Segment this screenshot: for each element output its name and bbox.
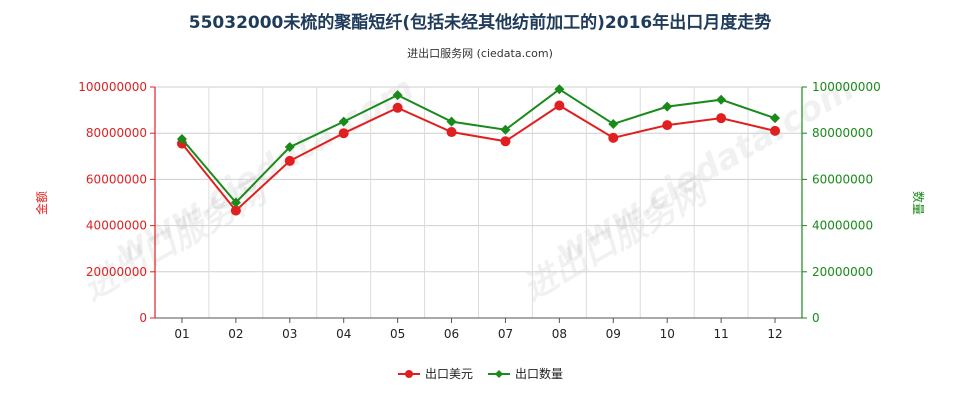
y-axis-left-title: 金额 [34, 191, 49, 215]
series-line-1 [181, 88, 776, 204]
series-1-point-7 [554, 84, 565, 95]
x-tick-label-11: 12 [767, 327, 782, 341]
x-tick-label-6: 07 [498, 327, 513, 341]
y-left-tick-label-5: 100000000 [78, 80, 147, 94]
axis-layer: 0 20000000 40000000 60000000 80000000 1000000… [34, 80, 926, 341]
series-0-point-6 [500, 136, 511, 147]
chart-subtitle: 进出口服务网 (ciedata.com) [407, 46, 553, 60]
y-left-tick-label-4: 80000000 [86, 126, 147, 140]
series-line-0 [181, 104, 776, 213]
legend-marker-0 [405, 370, 413, 378]
legend-item-1: 出口数量 [488, 366, 563, 381]
y-right-tick-label-5: 100000000 [812, 80, 881, 94]
series-0-point-3 [338, 128, 349, 139]
x-tick-label-8: 09 [606, 327, 621, 341]
series-0-point-2 [284, 155, 295, 166]
series-1-point-3 [338, 116, 349, 127]
x-tick-label-10: 11 [713, 327, 728, 341]
x-tick-label-0: 01 [174, 327, 189, 341]
y-left-tick-label-2: 40000000 [86, 219, 147, 233]
series-1-point-9 [662, 101, 673, 112]
y-right-tick-label-0: 0 [812, 311, 820, 325]
legend-label-1: 出口数量 [515, 366, 563, 381]
series-1-point-1 [230, 197, 241, 208]
series-layer [176, 84, 781, 216]
y-right-tick-label-1: 20000000 [812, 265, 873, 279]
x-tick-label-3: 04 [336, 327, 351, 341]
x-tick-label-1: 02 [228, 327, 243, 341]
series-1-point-6 [500, 124, 511, 135]
y-axis-right-title: 数量 [911, 191, 926, 215]
y-left-tick-label-1: 20000000 [86, 265, 147, 279]
series-1-point-0 [176, 133, 187, 144]
series-1-point-10 [716, 94, 727, 105]
watermark-url-1: www.ciedata.com [548, 69, 861, 273]
x-tick-label-9: 10 [660, 327, 675, 341]
y-right-tick-label-2: 40000000 [812, 219, 873, 233]
x-tick-label-7: 08 [552, 327, 567, 341]
series-0-point-8 [608, 132, 619, 143]
series-0-point-9 [662, 120, 673, 131]
chart-title: 55032000未梳的聚酯短纤(包括未经其他纺前加工的)2016年出口月度走势 [189, 12, 771, 33]
x-tick-label-5: 06 [444, 327, 459, 341]
series-1-point-8 [608, 118, 619, 129]
series-0-point-11 [770, 125, 781, 136]
y-right-tick-label-4: 80000000 [812, 126, 873, 140]
grid-layer [154, 86, 803, 319]
series-1-point-4 [392, 90, 403, 101]
series-0-point-1 [230, 205, 241, 216]
x-tick-label-2: 03 [282, 327, 297, 341]
series-1-point-11 [770, 113, 781, 124]
series-1-point-5 [446, 116, 457, 127]
series-0-point-7 [554, 100, 565, 111]
legend-marker-1 [495, 370, 503, 378]
series-0-point-10 [716, 113, 727, 124]
series-1-point-2 [284, 142, 295, 153]
series-0-point-5 [446, 127, 457, 138]
legend-label-0: 出口美元 [425, 367, 473, 381]
y-left-tick-label-3: 60000000 [86, 172, 147, 186]
series-0-point-4 [392, 102, 403, 113]
x-tick-label-4: 05 [390, 327, 405, 341]
legend: 出口美元 出口数量 [398, 366, 563, 381]
legend-item-0: 出口美元 [398, 367, 473, 381]
y-right-tick-label-3: 60000000 [812, 172, 873, 186]
y-left-tick-label-0: 0 [139, 311, 147, 325]
